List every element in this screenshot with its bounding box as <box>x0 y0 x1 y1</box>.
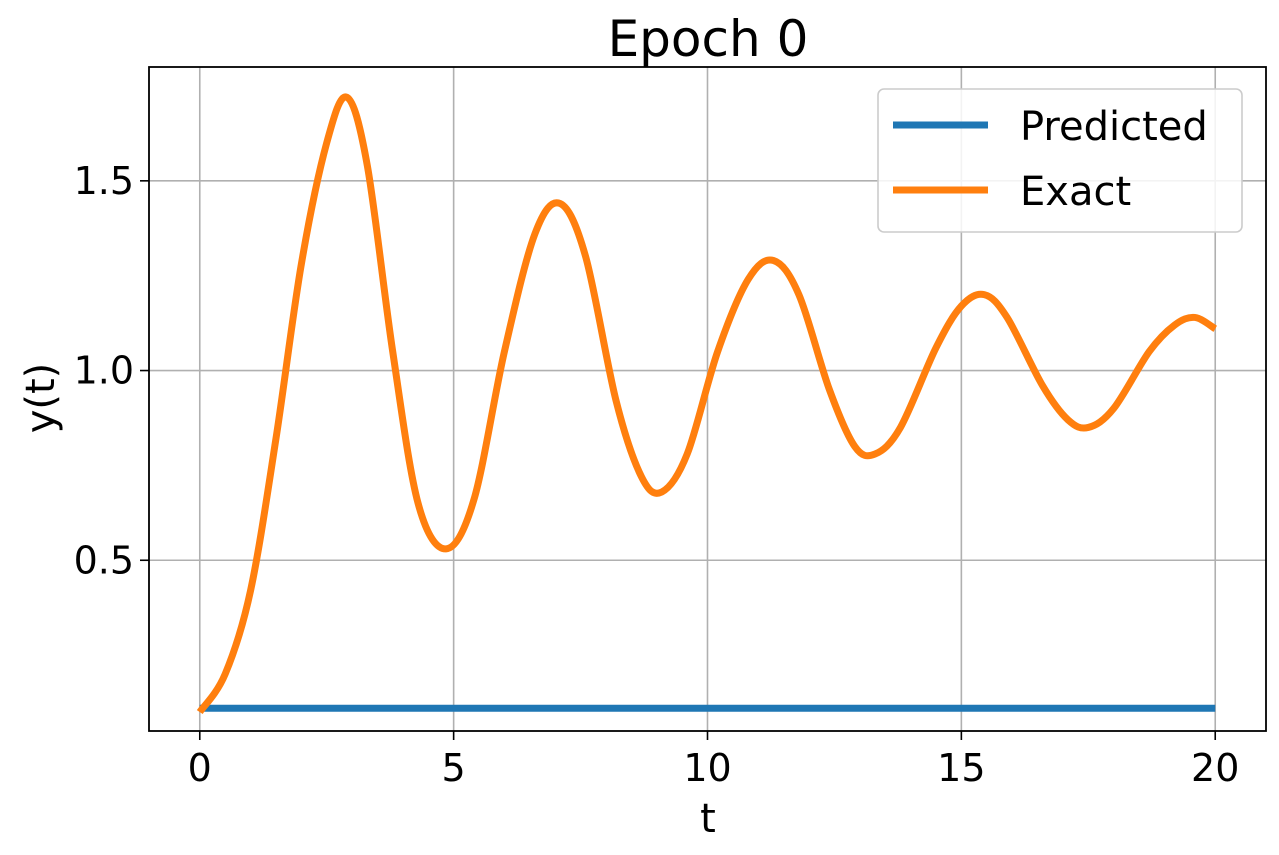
legend-label-predicted: Predicted <box>1020 104 1208 150</box>
series-layer <box>196 93 1218 715</box>
y-tick-label: 1.0 <box>74 349 134 393</box>
x-tick-label: 5 <box>442 746 466 790</box>
x-tick-label: 15 <box>937 746 985 790</box>
chart-title: Epoch 0 <box>608 10 809 68</box>
series-line-exact <box>196 93 1218 715</box>
x-tick-label: 20 <box>1191 746 1239 790</box>
legend: Predicted Exact <box>877 88 1243 233</box>
legend-label-exact: Exact <box>1020 169 1131 215</box>
y-axis-label: y(t) <box>18 363 64 434</box>
x-axis-label: t <box>700 796 716 842</box>
y-tick-label: 1.5 <box>74 159 134 203</box>
x-tick-label: 10 <box>683 746 731 790</box>
x-tick-label: 0 <box>188 746 212 790</box>
y-tick-label: 0.5 <box>74 538 134 582</box>
ticks-layer: 0 5 10 15 20 0.5 1.0 1.5 <box>74 159 1240 790</box>
